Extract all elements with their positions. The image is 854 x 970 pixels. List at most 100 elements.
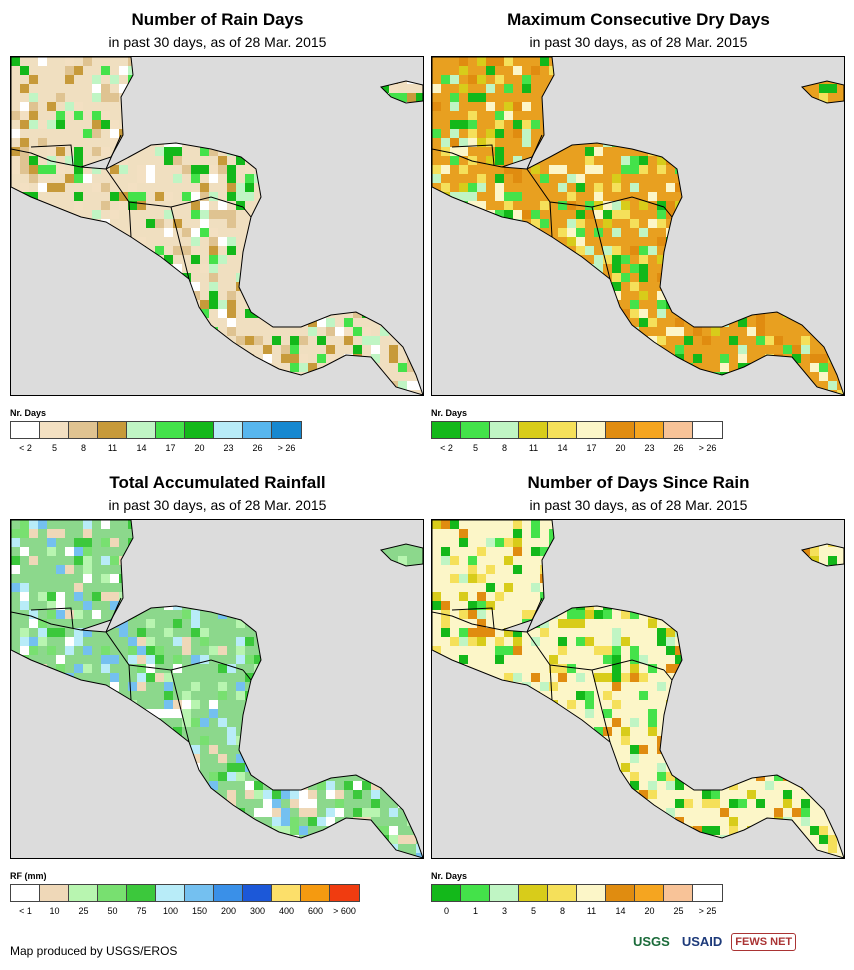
color-legend (431, 421, 723, 439)
map-canvas (11, 520, 423, 858)
legend-tick-label: 300 (249, 906, 266, 916)
usgs-logo: USGS (633, 934, 670, 949)
country-borders (451, 134, 673, 280)
legend-tick-label: 10 (49, 906, 60, 916)
legend-swatch (69, 885, 98, 901)
panel-subtitle: in past 30 days, as of 28 Mar. 2015 (529, 497, 748, 513)
map-rain-days (10, 56, 424, 396)
legend-swatch (272, 422, 301, 438)
legend-tick-label: 23 (644, 443, 655, 453)
legend-swatch (156, 885, 185, 901)
legend-tick-label: 100 (162, 906, 179, 916)
legend-swatch (243, 885, 272, 901)
usaid-logo: USAID (681, 934, 723, 949)
legend-tick-label: 11 (586, 906, 597, 916)
legend-tick-label: 14 (136, 443, 147, 453)
legend-tick-label: 8 (80, 443, 87, 453)
legend-tick-label: 75 (136, 906, 147, 916)
legend-tick-label: 26 (673, 443, 684, 453)
legend-swatch (40, 885, 69, 901)
legend-tick-label: 50 (107, 906, 118, 916)
map-canvas (11, 57, 423, 395)
legend-tick-label: > 26 (277, 443, 296, 453)
legend-ticks: < 1 10 25 50 75 100 150 200 300 400 600 > 600 (10, 906, 356, 918)
legend-tick-label: 17 (586, 443, 597, 453)
legend-tick-label: 3 (501, 906, 508, 916)
legend-tick-label: < 1 (19, 906, 32, 916)
legend-swatch (461, 422, 490, 438)
legend-tick-label: 23 (223, 443, 234, 453)
legend-tick-label: 14 (557, 443, 568, 453)
legend-swatch (461, 885, 490, 901)
legend-swatch (69, 422, 98, 438)
legend-swatch (127, 422, 156, 438)
legend-tick-label: < 2 (440, 443, 453, 453)
legend-swatch (98, 422, 127, 438)
legend-title: Nr. Days (431, 408, 468, 418)
legend-tick-label: 1 (472, 906, 479, 916)
legend-swatch (11, 422, 40, 438)
legend-tick-label: 600 (307, 906, 324, 916)
panel-title: Maximum Consecutive Dry Days (507, 10, 770, 29)
legend-tick-label: 17 (165, 443, 176, 453)
legend-tick-label: 20 (615, 443, 626, 453)
legend-swatch (548, 422, 577, 438)
legend-swatch (664, 422, 693, 438)
legend-swatch (490, 885, 519, 901)
map-consecutive-dry-days (431, 56, 845, 396)
legend-swatch (548, 885, 577, 901)
legend-tick-label: 8 (559, 906, 566, 916)
color-legend (10, 421, 302, 439)
legend-swatch (214, 422, 243, 438)
legend-swatch (432, 422, 461, 438)
legend-swatch (214, 885, 243, 901)
legend-swatch (156, 422, 185, 438)
legend-tick-label: > 26 (698, 443, 717, 453)
legend-swatch (693, 422, 722, 438)
legend-swatch (185, 885, 214, 901)
legend-title: RF (mm) (10, 871, 47, 881)
legend-tick-label: 5 (530, 906, 537, 916)
agency-logos: USGS USAID FEWS NET (630, 932, 797, 951)
legend-tick-label: 20 (644, 906, 655, 916)
panel-title: Total Accumulated Rainfall (109, 473, 326, 492)
country-borders (451, 597, 673, 743)
legend-swatch (606, 885, 635, 901)
legend-tick-label: 8 (501, 443, 508, 453)
legend-swatch (693, 885, 722, 901)
legend-tick-label: > 25 (698, 906, 717, 916)
legend-swatch (301, 885, 330, 901)
panel-subtitle: in past 30 days, as of 28 Mar. 2015 (108, 497, 327, 513)
legend-tick-label: 26 (252, 443, 263, 453)
legend-swatch (432, 885, 461, 901)
legend-tick-label: 5 (472, 443, 479, 453)
legend-swatch (519, 885, 548, 901)
panel-title: Number of Rain Days (131, 10, 304, 29)
legend-swatch (606, 422, 635, 438)
legend-ticks: 0 1 3 5 8 11 14 20 25 > 25 (431, 906, 771, 918)
map-credit: Map produced by USGS/EROS (10, 944, 178, 958)
legend-tick-label: 20 (194, 443, 205, 453)
color-legend (431, 884, 723, 902)
legend-title: Nr. Days (431, 871, 468, 881)
legend-swatch (11, 885, 40, 901)
legend-swatch (664, 885, 693, 901)
legend-swatch (490, 422, 519, 438)
legend-tick-label: 25 (673, 906, 684, 916)
legend-tick-label: > 600 (333, 906, 356, 916)
legend-tick-label: 11 (528, 443, 539, 453)
legend-tick-label: 150 (191, 906, 208, 916)
legend-tick-label: 400 (278, 906, 295, 916)
map-canvas (432, 57, 844, 395)
legend-swatch (185, 422, 214, 438)
legend-swatch (243, 422, 272, 438)
legend-swatch (635, 885, 664, 901)
map-canvas (432, 520, 844, 858)
legend-tick-label: < 2 (19, 443, 32, 453)
legend-swatch (40, 422, 69, 438)
legend-swatch (272, 885, 301, 901)
fews-net-logo: FEWS NET (731, 932, 797, 951)
legend-tick-label: 25 (78, 906, 89, 916)
legend-swatch (98, 885, 127, 901)
legend-tick-label: 200 (220, 906, 237, 916)
